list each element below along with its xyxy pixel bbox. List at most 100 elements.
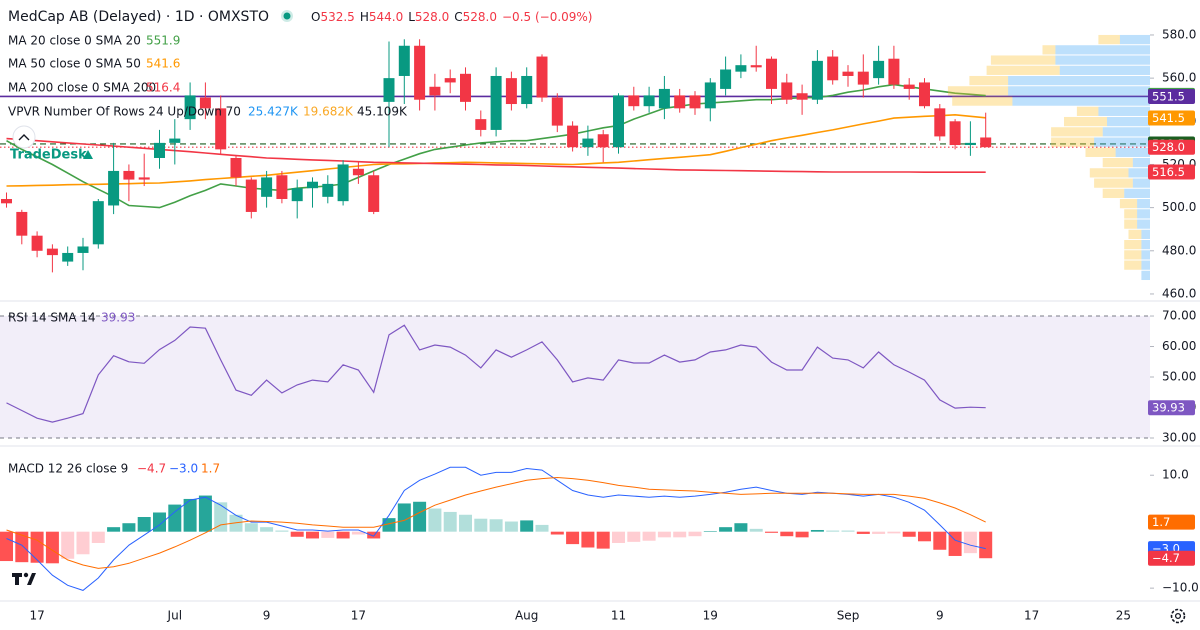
- legend-label: MA 200 close 0 SMA 200: [8, 81, 156, 95]
- histogram-bar: [642, 531, 656, 541]
- logo[interactable]: [12, 572, 36, 585]
- volume-up: [1132, 157, 1150, 168]
- histogram-bar: [367, 531, 381, 539]
- histogram-bar: [550, 531, 564, 535]
- legend-value: 1.7: [201, 462, 220, 476]
- histogram-bar: [872, 531, 886, 534]
- y-tick-label: 460.0: [1162, 286, 1196, 300]
- candle-body: [873, 60, 885, 79]
- ohlc-value: 528.0: [463, 10, 497, 24]
- candle-body: [16, 211, 28, 236]
- candle-body: [521, 75, 533, 105]
- settings-button[interactable]: [1170, 608, 1186, 624]
- histogram-bar: [168, 504, 182, 532]
- overlay-label: TradeDesk: [10, 148, 87, 163]
- ohlc-value: 532.5: [320, 10, 354, 24]
- volume-up: [1098, 106, 1150, 116]
- ohlc-key: C: [454, 10, 462, 24]
- candle-body: [475, 119, 487, 130]
- histogram-bar: [810, 529, 824, 532]
- histogram-bar: [260, 527, 274, 532]
- histogram-bar: [566, 531, 580, 545]
- histogram-bar: [703, 531, 717, 532]
- candle-body: [796, 93, 808, 100]
- x-tick-label: 11: [611, 609, 626, 623]
- logo-part: [15, 573, 19, 585]
- volume-up: [1107, 116, 1150, 127]
- volume-down: [1124, 219, 1138, 229]
- candle-body: [842, 71, 854, 76]
- legend-value: −4.7: [137, 462, 166, 476]
- histogram-bar: [657, 531, 671, 538]
- histogram-bar: [351, 531, 365, 535]
- legend-label: MA 50 close 0 SMA 50: [8, 57, 141, 71]
- y-tick-label: 60.00: [1162, 339, 1196, 353]
- legend-label: MACD 12 26 close 9: [8, 462, 128, 476]
- volume-down: [969, 75, 1009, 86]
- candle-body: [750, 65, 762, 68]
- candle-body: [322, 183, 334, 197]
- histogram-bar: [933, 531, 947, 550]
- histogram-bar: [887, 531, 901, 534]
- volume-up: [1094, 137, 1150, 147]
- histogram-bar: [627, 531, 641, 542]
- candle-body: [597, 134, 609, 148]
- macd-line: [6, 476, 986, 569]
- candle-body: [123, 170, 135, 180]
- legend-value: 19.682K: [303, 105, 354, 119]
- candle-body: [643, 95, 655, 107]
- candle-body: [261, 177, 273, 197]
- volume-down: [1119, 198, 1138, 209]
- histogram-bar: [520, 520, 534, 532]
- x-tick-label: Jul: [167, 609, 182, 623]
- macd-line: [6, 466, 986, 591]
- candle-body: [567, 125, 579, 148]
- volume-down: [1089, 168, 1129, 178]
- y-tick-label: 480.0: [1162, 243, 1196, 257]
- histogram-bar: [45, 531, 59, 564]
- candle-body: [276, 175, 288, 199]
- x-tick-label: 9: [936, 609, 944, 623]
- histogram-bar: [290, 531, 304, 537]
- candle-body: [613, 95, 624, 148]
- candle-body: [949, 121, 961, 146]
- overlay-arrow: [83, 150, 93, 159]
- x-tick-label: 17: [351, 609, 366, 623]
- rsi-band: [0, 316, 1150, 438]
- candle-body: [215, 108, 227, 150]
- volume-up: [1141, 270, 1150, 281]
- candle-body: [154, 142, 165, 158]
- histogram-bar: [336, 531, 350, 539]
- histogram-bar: [719, 527, 733, 532]
- candle-body: [888, 58, 900, 85]
- collapse-button[interactable]: [12, 125, 36, 149]
- volume-down: [1064, 116, 1107, 127]
- volume-up: [1137, 219, 1150, 229]
- candle-body: [903, 84, 915, 89]
- macd-tag-label: 1.7: [1152, 515, 1170, 529]
- volume-up: [1008, 86, 1150, 96]
- candle-body: [735, 65, 747, 72]
- y-tick-label: 560.0: [1162, 71, 1196, 85]
- legend-label: RSI 14 SMA 14: [8, 311, 96, 325]
- candle-body: [291, 188, 303, 202]
- volume-down: [1124, 260, 1142, 270]
- candle-body: [184, 95, 196, 120]
- histogram-bar: [826, 530, 840, 532]
- collapse-icon: [18, 134, 30, 141]
- histogram-bar: [61, 531, 75, 559]
- candle-body: [1, 198, 12, 204]
- x-tick-label: Aug: [515, 609, 538, 623]
- histogram-bar: [596, 531, 610, 549]
- y-tick-label: −10.0: [1162, 581, 1199, 595]
- candle-body: [46, 248, 58, 256]
- legend-value: 25.427K: [248, 105, 299, 119]
- volume-up: [1141, 260, 1150, 270]
- volume-down: [947, 86, 1009, 96]
- candle-body: [169, 138, 181, 143]
- volume-down: [1094, 178, 1133, 188]
- candle-body: [689, 95, 701, 109]
- legend-label: VPVR Number Of Rows 24 Up/Down 70: [8, 105, 241, 119]
- volume-down: [1042, 45, 1056, 55]
